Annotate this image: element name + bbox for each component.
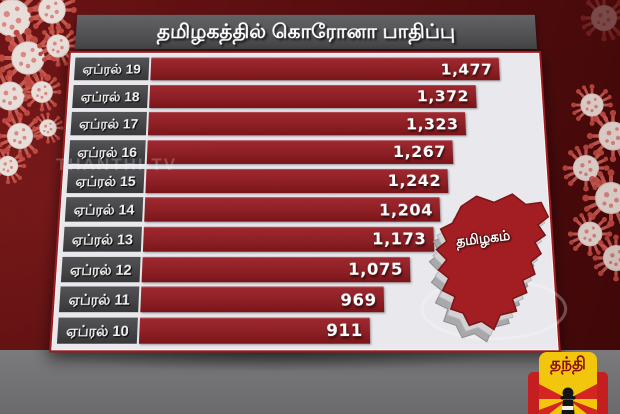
virus-icon <box>560 142 612 194</box>
channel-logo: தந்தி <box>528 352 608 414</box>
value-label: 969 <box>340 289 377 310</box>
chart-title: தமிழகத்தில் கொரோனா பாதிப்பு <box>75 14 537 50</box>
bar: 1,372 <box>149 84 477 108</box>
virus-icon <box>0 110 46 162</box>
virus-icon <box>590 232 620 284</box>
chart-row: ஏப்ரல் 16 1,267 <box>68 140 542 164</box>
chart-row: ஏப்ரல் 17 1,323 <box>70 112 540 136</box>
bar: 1,204 <box>144 197 441 222</box>
value-label: 1,477 <box>440 59 493 78</box>
bottom-band <box>0 350 620 414</box>
value-label: 1,267 <box>392 142 447 162</box>
bar: 1,323 <box>147 112 466 136</box>
date-label: ஏப்ரல் 14 <box>64 197 144 222</box>
virus-icon <box>578 0 620 44</box>
chart-row: ஏப்ரல் 19 1,477 <box>73 57 536 81</box>
tamil-nadu-map-graphic <box>420 193 568 343</box>
virus-icon <box>569 82 615 128</box>
bar: 1,242 <box>145 168 449 193</box>
bar: 1,075 <box>141 256 411 282</box>
value-label: 1,323 <box>405 114 459 134</box>
date-label: ஏப்ரல் 16 <box>68 140 146 164</box>
chart-row: ஏப்ரல் 18 1,372 <box>72 84 538 108</box>
date-label: ஏப்ரல் 18 <box>72 84 149 108</box>
tamil-nadu-map: தமிழகம் <box>418 186 576 350</box>
virus-icon <box>0 68 38 124</box>
virus-icon <box>0 0 46 52</box>
bar-track: 1,267 <box>146 140 542 164</box>
light-rays <box>539 384 597 414</box>
value-label: 1,372 <box>416 87 470 106</box>
bar: 969 <box>140 286 385 313</box>
bar: 1,477 <box>150 57 500 81</box>
value-label: 1,075 <box>348 259 404 280</box>
bar: 1,173 <box>142 226 434 252</box>
date-label: ஏப்ரல் 11 <box>58 286 140 313</box>
value-label: 911 <box>326 320 363 341</box>
date-label: ஏப்ரல் 19 <box>73 57 150 81</box>
date-label: ஏப்ரல் 10 <box>56 317 138 344</box>
bar: 1,267 <box>146 140 454 164</box>
virus-icon <box>0 28 58 88</box>
map-state-shape <box>435 193 550 331</box>
lighthouse-icon <box>560 387 576 414</box>
date-label: ஏப்ரல் 12 <box>60 256 141 282</box>
virus-icon <box>585 108 620 164</box>
bar-track: 1,323 <box>147 112 540 136</box>
virus-icon <box>21 71 63 113</box>
bar-track: 1,477 <box>150 57 536 81</box>
date-label: ஏப்ரல் 13 <box>62 226 142 252</box>
bar: 911 <box>138 317 371 344</box>
logo-text: தந்தி <box>550 354 586 374</box>
date-label: ஏப்ரல் 17 <box>70 112 147 136</box>
date-label: ஏப்ரல் 15 <box>66 168 145 193</box>
virus-icon <box>0 146 28 186</box>
virus-icon <box>580 167 620 229</box>
bar-track: 1,372 <box>149 84 538 108</box>
